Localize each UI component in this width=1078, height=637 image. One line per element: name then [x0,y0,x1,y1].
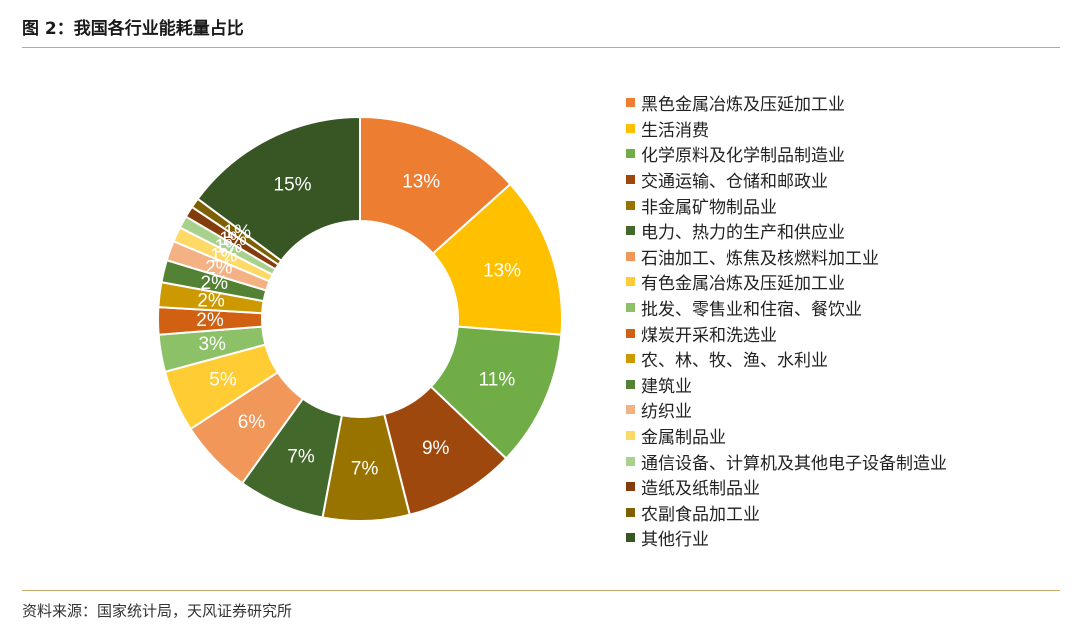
legend-swatch [626,149,635,159]
legend-item: 纺织业 [626,397,947,423]
legend-label: 电力、热力的生产和供应业 [641,223,845,244]
slice-data-label: 3% [198,334,226,355]
legend-label: 造纸及纸制品业 [641,479,760,500]
legend-swatch [626,405,635,415]
legend-item: 建筑业 [626,372,947,398]
slice-data-label: 2% [197,290,225,311]
figure-title: 图 2：我国各行业能耗量占比 [22,19,244,39]
legend-swatch [626,226,635,236]
legend-label: 农副食品加工业 [641,504,760,525]
legend-label: 通信设备、计算机及其他电子设备制造业 [641,453,947,474]
donut-slice [359,115,512,255]
chart-legend: 黑色金属冶炼及压延加工业 生活消费化学原料及化学制品制造业 交通运输、仓储和邮政业非… [626,90,947,551]
legend-item: 有色金属冶炼及压延加工业 [626,269,947,295]
legend-swatch [626,379,635,389]
legend-item: 交通运输、仓储和邮政业 [626,167,947,193]
legend-label: 化学原料及化学制品制造业 [641,146,845,167]
legend-label: 生活消费 [641,120,709,141]
legend-label: 非金属矿物制品业 [641,197,777,218]
legend-label: 交通运输、仓储和邮政业 [641,172,828,193]
legend-label: 煤炭开采和洗选业 [641,325,777,346]
legend-swatch [626,277,635,287]
slice-data-label: 9% [422,438,450,459]
legend-label: 有色金属冶炼及压延加工业 [641,274,845,295]
slice-data-label: 7% [351,458,379,479]
slice-data-label: 5% [209,370,237,391]
title-divider [22,47,1060,48]
slice-data-label: 13% [402,172,440,193]
slice-data-label: 1% [215,236,243,257]
legend-item: 石油加工、炼焦及核燃料加工业 [626,244,947,270]
slice-data-label: 2% [196,310,224,331]
legend-swatch [626,354,635,364]
legend-item: 电力、热力的生产和供应业 [626,218,947,244]
legend-label: 纺织业 [641,402,692,423]
legend-label: 金属制品业 [641,428,726,449]
legend-item: 通信设备、计算机及其他电子设备制造业 [626,448,947,474]
legend-item: 其他行业 [626,525,947,551]
legend-swatch [626,98,635,108]
legend-item: 批发、零售业和住宿、餐饮业 [626,295,947,321]
legend-swatch [626,175,635,185]
legend-swatch [626,533,635,543]
source-note: 资料来源：国家统计局，天风证券研究所 [22,602,293,620]
slice-data-label: 11% [479,370,516,391]
legend-swatch [626,482,635,492]
legend-swatch [626,328,635,338]
legend-swatch [626,431,635,441]
legend-swatch [626,123,635,133]
donut-slices [157,115,563,522]
legend-item: 造纸及纸制品业 [626,474,947,500]
legend-swatch [626,251,635,261]
legend-swatch [626,456,635,466]
slice-data-label: 1% [210,246,238,267]
legend-item: 化学原料及化学制品制造业 [626,141,947,167]
legend-label: 农、林、牧、渔、水利业 [641,351,828,372]
legend-swatch [626,200,635,210]
legend-swatch [626,507,635,517]
legend-item: 农副食品加工业 [626,500,947,526]
slice-data-label: 7% [287,446,315,467]
slice-data-label: 13% [483,260,521,281]
legend-label: 批发、零售业和住宿、餐饮业 [641,300,862,321]
donut-slice [196,115,361,263]
slice-data-label: 15% [274,175,312,196]
legend-item: 黑色金属冶炼及压延加工业 [626,90,947,116]
legend-item: 生活消费 [626,116,947,142]
footer-divider [22,590,1060,591]
legend-label: 其他行业 [641,530,709,551]
legend-item: 非金属矿物制品业 [626,192,947,218]
legend-item: 金属制品业 [626,423,947,449]
slice-data-label: 1% [219,229,247,250]
legend-label: 石油加工、炼焦及核燃料加工业 [641,248,879,269]
slice-data-label: 6% [238,412,266,433]
slice-data-label: 2% [205,258,233,279]
legend-swatch [626,303,635,313]
slice-data-label: 2% [201,273,229,294]
slice-data-label: 1% [224,222,252,243]
legend-item: 农、林、牧、渔、水利业 [626,346,947,372]
legend-item: 煤炭开采和洗选业 [626,320,947,346]
legend-label: 黑色金属冶炼及压延加工业 [641,95,845,116]
donut-data-labels: 13%13%11%9%7%7%6%5%3%2%2%2%2%1%1%1%1%15% [196,172,521,480]
legend-label: 建筑业 [641,376,692,397]
